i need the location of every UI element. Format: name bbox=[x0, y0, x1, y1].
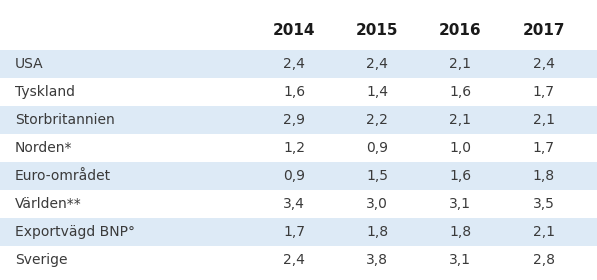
Text: 2,8: 2,8 bbox=[533, 253, 555, 267]
Text: Exportvägd BNP°: Exportvägd BNP° bbox=[15, 225, 135, 239]
Text: 1,0: 1,0 bbox=[450, 141, 472, 155]
Text: Storbritannien: Storbritannien bbox=[15, 113, 115, 127]
Text: 2,1: 2,1 bbox=[533, 225, 555, 239]
Text: Norden*: Norden* bbox=[15, 141, 72, 155]
Text: 2,1: 2,1 bbox=[450, 57, 472, 71]
Text: 1,5: 1,5 bbox=[367, 169, 388, 183]
Text: 1,8: 1,8 bbox=[533, 169, 555, 183]
Text: USA: USA bbox=[15, 57, 44, 71]
Text: 3,8: 3,8 bbox=[367, 253, 388, 267]
Text: 1,6: 1,6 bbox=[450, 169, 472, 183]
Bar bbox=[0, 218, 597, 246]
Text: 1,6: 1,6 bbox=[283, 85, 305, 99]
Text: 2014: 2014 bbox=[273, 23, 315, 38]
Text: 2015: 2015 bbox=[356, 23, 399, 38]
Text: 1,4: 1,4 bbox=[367, 85, 388, 99]
Text: 2,4: 2,4 bbox=[533, 57, 555, 71]
Text: 2,2: 2,2 bbox=[367, 113, 388, 127]
Text: Euro-området: Euro-området bbox=[15, 169, 111, 183]
Text: 2016: 2016 bbox=[439, 23, 482, 38]
Text: 3,4: 3,4 bbox=[283, 197, 305, 211]
Text: 2,4: 2,4 bbox=[283, 253, 305, 267]
Text: 2,1: 2,1 bbox=[533, 113, 555, 127]
Text: 1,7: 1,7 bbox=[533, 141, 555, 155]
Bar bbox=[0, 190, 597, 218]
Text: 1,8: 1,8 bbox=[450, 225, 472, 239]
Text: 3,1: 3,1 bbox=[450, 197, 472, 211]
Text: Sverige: Sverige bbox=[15, 253, 67, 267]
Text: Världen**: Världen** bbox=[15, 197, 82, 211]
Text: 2,4: 2,4 bbox=[283, 57, 305, 71]
Text: 2,4: 2,4 bbox=[367, 57, 388, 71]
Bar bbox=[0, 50, 597, 78]
Text: Tyskland: Tyskland bbox=[15, 85, 75, 99]
Text: 2017: 2017 bbox=[522, 23, 565, 38]
Bar bbox=[0, 134, 597, 162]
Text: 3,5: 3,5 bbox=[533, 197, 555, 211]
Text: 2,9: 2,9 bbox=[283, 113, 305, 127]
Text: 1,8: 1,8 bbox=[366, 225, 389, 239]
Bar bbox=[0, 106, 597, 134]
Text: 1,7: 1,7 bbox=[283, 225, 305, 239]
Text: 1,2: 1,2 bbox=[283, 141, 305, 155]
Bar bbox=[0, 246, 597, 274]
Text: 1,6: 1,6 bbox=[450, 85, 472, 99]
Bar bbox=[0, 11, 597, 50]
Text: 3,0: 3,0 bbox=[367, 197, 388, 211]
Text: 1,7: 1,7 bbox=[533, 85, 555, 99]
Bar bbox=[0, 162, 597, 190]
Bar bbox=[0, 78, 597, 106]
Text: 3,1: 3,1 bbox=[450, 253, 472, 267]
Text: 0,9: 0,9 bbox=[367, 141, 388, 155]
Text: 2,1: 2,1 bbox=[450, 113, 472, 127]
Text: 0,9: 0,9 bbox=[283, 169, 305, 183]
